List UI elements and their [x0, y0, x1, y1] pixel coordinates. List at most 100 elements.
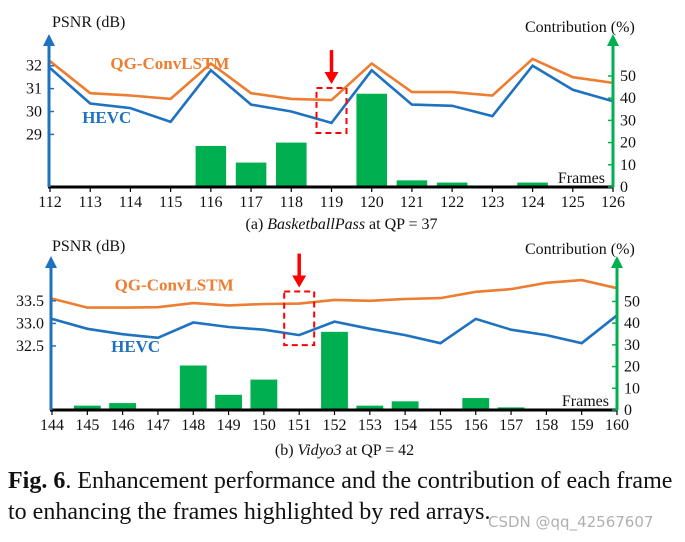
highlight-box	[283, 290, 316, 347]
x-tick-label: 121	[400, 194, 424, 211]
x-axis-label: Frames	[562, 393, 609, 410]
series-line-hevc	[51, 314, 618, 345]
y-right-tick-label: 50	[620, 68, 636, 85]
x-tick-label: 152	[323, 417, 347, 434]
legend-label-hevc: HEVC	[111, 337, 160, 356]
y-axis-left-label: PSNR (dB)	[52, 238, 125, 255]
y-axis-left-arrow-icon	[43, 34, 55, 46]
legend-label-qg-convlstm: QG-ConvLSTM	[110, 54, 229, 73]
x-tick-label: 120	[360, 194, 384, 211]
x-tick-label: 126	[601, 194, 625, 211]
y-right-tick-label: 40	[624, 315, 640, 332]
y-right-tick-label: 20	[620, 135, 636, 152]
subtitle-prefix: (a)	[246, 216, 268, 233]
x-tick-label: 144	[40, 417, 64, 434]
y-left-tick-label: 32.5	[16, 338, 44, 355]
caption-label: Fig. 6	[8, 468, 66, 494]
contribution-bar	[436, 182, 468, 187]
contribution-bar	[179, 365, 207, 410]
x-tick-label: 154	[393, 417, 417, 434]
y-left-tick-label: 31	[26, 81, 42, 98]
y-left-tick-label: 33.0	[16, 315, 44, 332]
x-tick-label: 159	[570, 417, 594, 434]
y-left-tick-label: 29	[26, 126, 42, 143]
x-tick-label: 149	[217, 417, 241, 434]
chart-subtitle: (a) BasketballPass at QP = 37	[246, 216, 438, 233]
x-tick-label: 157	[499, 417, 523, 434]
x-tick-label: 119	[320, 194, 343, 211]
figure-caption: Fig. 6. Enhancement performance and the …	[8, 466, 678, 528]
contribution-bar	[517, 182, 548, 187]
chart-panel-b: 144 145 146 147 148 149 150 151 152 153 154 155 156 1…	[16, 238, 640, 459]
y-right-tick-label: 50	[624, 293, 640, 310]
x-tick-label: 123	[480, 194, 504, 211]
contribution-bar	[391, 401, 419, 410]
y-right-tick-label: 10	[620, 157, 636, 174]
y-right-tick-label: 30	[620, 112, 636, 129]
y-left-tick-label: 33.5	[16, 293, 44, 310]
subtitle-suffix: at QP = 37	[365, 216, 437, 233]
x-tick-label: 156	[464, 417, 488, 434]
highlight-arrow-icon	[292, 275, 307, 288]
legend-label-qg-convlstm: QG-ConvLSTM	[115, 275, 234, 294]
y-axis-left-label: PSNR (dB)	[52, 14, 125, 31]
y-left-tick-label: 32	[26, 58, 42, 75]
series-line-qg-convlstm	[51, 278, 618, 309]
y-right-tick-label: 20	[624, 359, 640, 376]
y-axis-left-arrow-icon	[45, 256, 57, 268]
x-tick-label: 148	[181, 417, 205, 434]
contribution-bar	[356, 405, 384, 410]
y-left-tick-label: 30	[26, 104, 42, 121]
y-right-tick-label: 0	[620, 179, 628, 196]
contribution-bar	[235, 162, 267, 187]
highlight-arrow-icon	[324, 72, 339, 85]
x-tick-label: 122	[440, 194, 464, 211]
series-line-hevc	[49, 64, 614, 125]
chart-subtitle: (b) Vidyo3 at QP = 42	[275, 442, 414, 459]
y-right-tick-label: 0	[624, 402, 632, 419]
x-tick-label: 147	[146, 417, 170, 434]
contribution-bar	[356, 93, 387, 187]
contribution-bar	[73, 405, 101, 410]
contribution-bar	[462, 398, 490, 410]
x-tick-label: 151	[287, 417, 311, 434]
subtitle-sequence: Vidyo3	[298, 442, 342, 459]
x-tick-label: 160	[605, 417, 629, 434]
contribution-bar	[396, 180, 428, 187]
y-axis-right-label: Contribution (%)	[525, 241, 635, 258]
x-tick-label: 112	[38, 194, 61, 211]
y-axis-right-arrow-icon	[611, 256, 623, 268]
contribution-bar	[321, 331, 348, 410]
y-axis-right-arrow-icon	[607, 34, 619, 46]
contribution-bar	[276, 142, 307, 187]
x-tick-label: 115	[159, 194, 182, 211]
x-tick-label: 124	[521, 194, 545, 211]
y-axis-right-label: Contribution (%)	[525, 19, 635, 36]
caption-text: . Enhancement performance and the contri…	[8, 468, 673, 525]
contribution-bar	[195, 145, 227, 187]
chart-panel-a: 112 113 114 115 116 117 118 119 120 121 122 123 124 1…	[26, 14, 636, 233]
series-line-qg-convlstm	[49, 57, 614, 102]
x-tick-label: 146	[111, 417, 135, 434]
contribution-bar	[250, 379, 278, 410]
x-axis-label: Frames	[558, 170, 605, 187]
subtitle-prefix: (b)	[275, 442, 298, 459]
watermark: CSDN @qq_42567607	[488, 513, 654, 531]
x-tick-label: 150	[252, 417, 276, 434]
subtitle-sequence: BasketballPass	[267, 216, 365, 233]
y-right-tick-label: 10	[624, 380, 640, 397]
x-tick-label: 145	[75, 417, 99, 434]
subtitle-suffix: at QP = 42	[342, 442, 414, 459]
x-tick-label: 114	[119, 194, 142, 211]
x-tick-label: 125	[561, 194, 585, 211]
x-tick-label: 158	[534, 417, 558, 434]
x-tick-label: 113	[79, 194, 102, 211]
y-right-tick-label: 40	[620, 90, 636, 107]
contribution-bar	[215, 394, 242, 410]
x-tick-label: 155	[428, 417, 452, 434]
x-tick-label: 117	[239, 194, 262, 211]
x-tick-label: 118	[280, 194, 303, 211]
x-tick-label: 116	[199, 194, 222, 211]
y-right-tick-label: 30	[624, 337, 640, 354]
